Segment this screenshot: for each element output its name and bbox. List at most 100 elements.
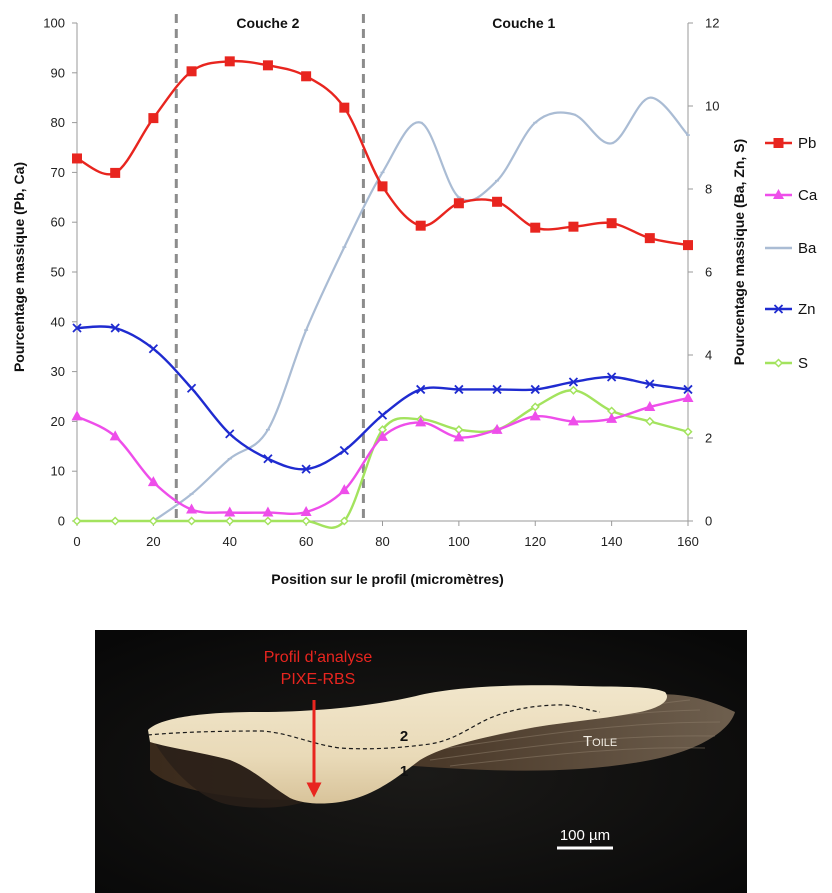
data-point-ca — [224, 506, 236, 517]
data-point-ca — [338, 484, 350, 495]
data-point-s — [110, 516, 120, 526]
data-point-pb — [530, 222, 541, 233]
series-zn — [72, 323, 693, 474]
y-left-tick-label: 50 — [51, 265, 65, 280]
legend-label: Ca — [798, 187, 818, 204]
y-left-tick-label: 90 — [51, 65, 65, 80]
y-left-tick-label: 40 — [51, 314, 65, 329]
data-point-ca — [71, 410, 83, 421]
legend-marker — [773, 304, 784, 314]
x-axis-title: Position sur le profil (micromètres) — [271, 571, 504, 587]
y-right-tick-label: 0 — [705, 514, 712, 529]
data-point-pb — [644, 233, 655, 244]
data-point-s — [530, 402, 540, 412]
x-tick-label: 100 — [448, 534, 470, 549]
legend-item-s: S — [765, 355, 808, 372]
legend-label: Zn — [798, 301, 816, 318]
data-point-zn — [263, 454, 273, 464]
data-point-ca — [644, 400, 656, 411]
data-point-pb — [148, 113, 159, 124]
data-point-ca — [377, 430, 388, 441]
data-point-pb — [224, 56, 235, 67]
data-point-zn — [568, 377, 579, 387]
data-point-zn — [454, 384, 464, 395]
data-point-ca — [415, 416, 427, 427]
data-point-pb — [110, 167, 121, 178]
data-point-pb — [568, 221, 579, 232]
layer-label: Couche 2 — [236, 15, 299, 31]
data-point-zn — [377, 410, 388, 420]
y-left-tick-label: 30 — [51, 364, 65, 379]
y-left-tick-label: 0 — [58, 514, 65, 529]
data-point-zn — [645, 379, 655, 389]
data-point-s — [645, 416, 655, 426]
data-point-zn — [606, 372, 617, 382]
layer-2-label: 2 — [400, 728, 408, 745]
y-left-tick-label: 100 — [43, 16, 65, 31]
data-point-pb — [415, 220, 426, 231]
data-point-s — [225, 516, 235, 526]
x-tick-label: 0 — [73, 534, 80, 549]
legend-item-ca: Ca — [765, 187, 818, 204]
data-point-ca — [300, 506, 312, 517]
y-axis-left-title: Pourcentage massique (Pb, Ca) — [11, 162, 27, 372]
data-point-zn — [492, 384, 502, 395]
x-tick-label: 60 — [299, 534, 313, 549]
data-point-ca — [491, 423, 503, 434]
y-left-tick-label: 10 — [51, 464, 65, 479]
legend-label: S — [798, 355, 808, 372]
data-point-ca — [529, 410, 541, 421]
data-point-s — [683, 427, 693, 437]
data-point-zn — [683, 384, 693, 395]
data-point-s — [339, 516, 349, 526]
data-point-zn — [301, 464, 311, 474]
legend-marker — [773, 189, 784, 199]
series-line-s — [76, 389, 689, 529]
data-point-s — [187, 516, 197, 526]
chart-series — [71, 56, 694, 529]
data-point-s — [263, 516, 273, 526]
profile-label-line2: PIXE-RBS — [281, 671, 356, 688]
legend-label: Ba — [798, 240, 817, 257]
data-point-ca — [606, 412, 618, 423]
layer-1-label: 1 — [400, 763, 408, 780]
toile-label-first: T — [583, 733, 592, 750]
toile-label-rest: OILE — [592, 737, 617, 749]
x-tick-label: 160 — [677, 534, 699, 549]
data-point-pb — [339, 102, 350, 113]
y-right-tick-label: 10 — [705, 99, 719, 114]
data-point-pb — [72, 153, 82, 164]
series-ca — [71, 391, 694, 517]
layer-label: Couche 1 — [492, 15, 555, 31]
data-point-zn — [72, 323, 82, 333]
y-right-tick-label: 2 — [705, 431, 712, 446]
data-point-pb — [453, 198, 464, 209]
y-axis-right-title: Pourcentage massique (Ba, Zn, S) — [731, 139, 747, 365]
data-point-ca — [262, 506, 274, 517]
legend-label: Pb — [798, 135, 816, 152]
data-point-zn — [186, 383, 197, 393]
data-point-zn — [110, 323, 120, 333]
legend-item-pb: Pb — [765, 135, 816, 152]
data-point-pb — [606, 218, 617, 229]
data-point-ca — [186, 503, 198, 514]
data-point-ca — [109, 430, 121, 441]
data-point-pb — [301, 71, 312, 82]
chart-labels: Couche 2 Couche 1 — [236, 15, 555, 31]
data-point-ca — [147, 476, 159, 487]
legend-item-zn: Zn — [765, 301, 816, 318]
data-point-zn — [225, 429, 235, 439]
data-point-s — [72, 516, 82, 526]
data-point-pb — [492, 196, 503, 207]
data-point-s — [568, 385, 578, 395]
layer-boundaries — [174, 14, 365, 521]
data-point-ca — [682, 391, 694, 402]
y-right-tick-label: 6 — [705, 265, 712, 280]
data-point-zn — [530, 384, 540, 395]
legend-item-ba: Ba — [765, 240, 817, 257]
y-left-tick-label: 20 — [51, 414, 65, 429]
data-point-zn — [148, 344, 159, 354]
data-point-s — [148, 516, 158, 526]
profile-label-line1: Profil d’analyse — [264, 649, 373, 666]
toile-label: TOILE — [583, 733, 617, 750]
